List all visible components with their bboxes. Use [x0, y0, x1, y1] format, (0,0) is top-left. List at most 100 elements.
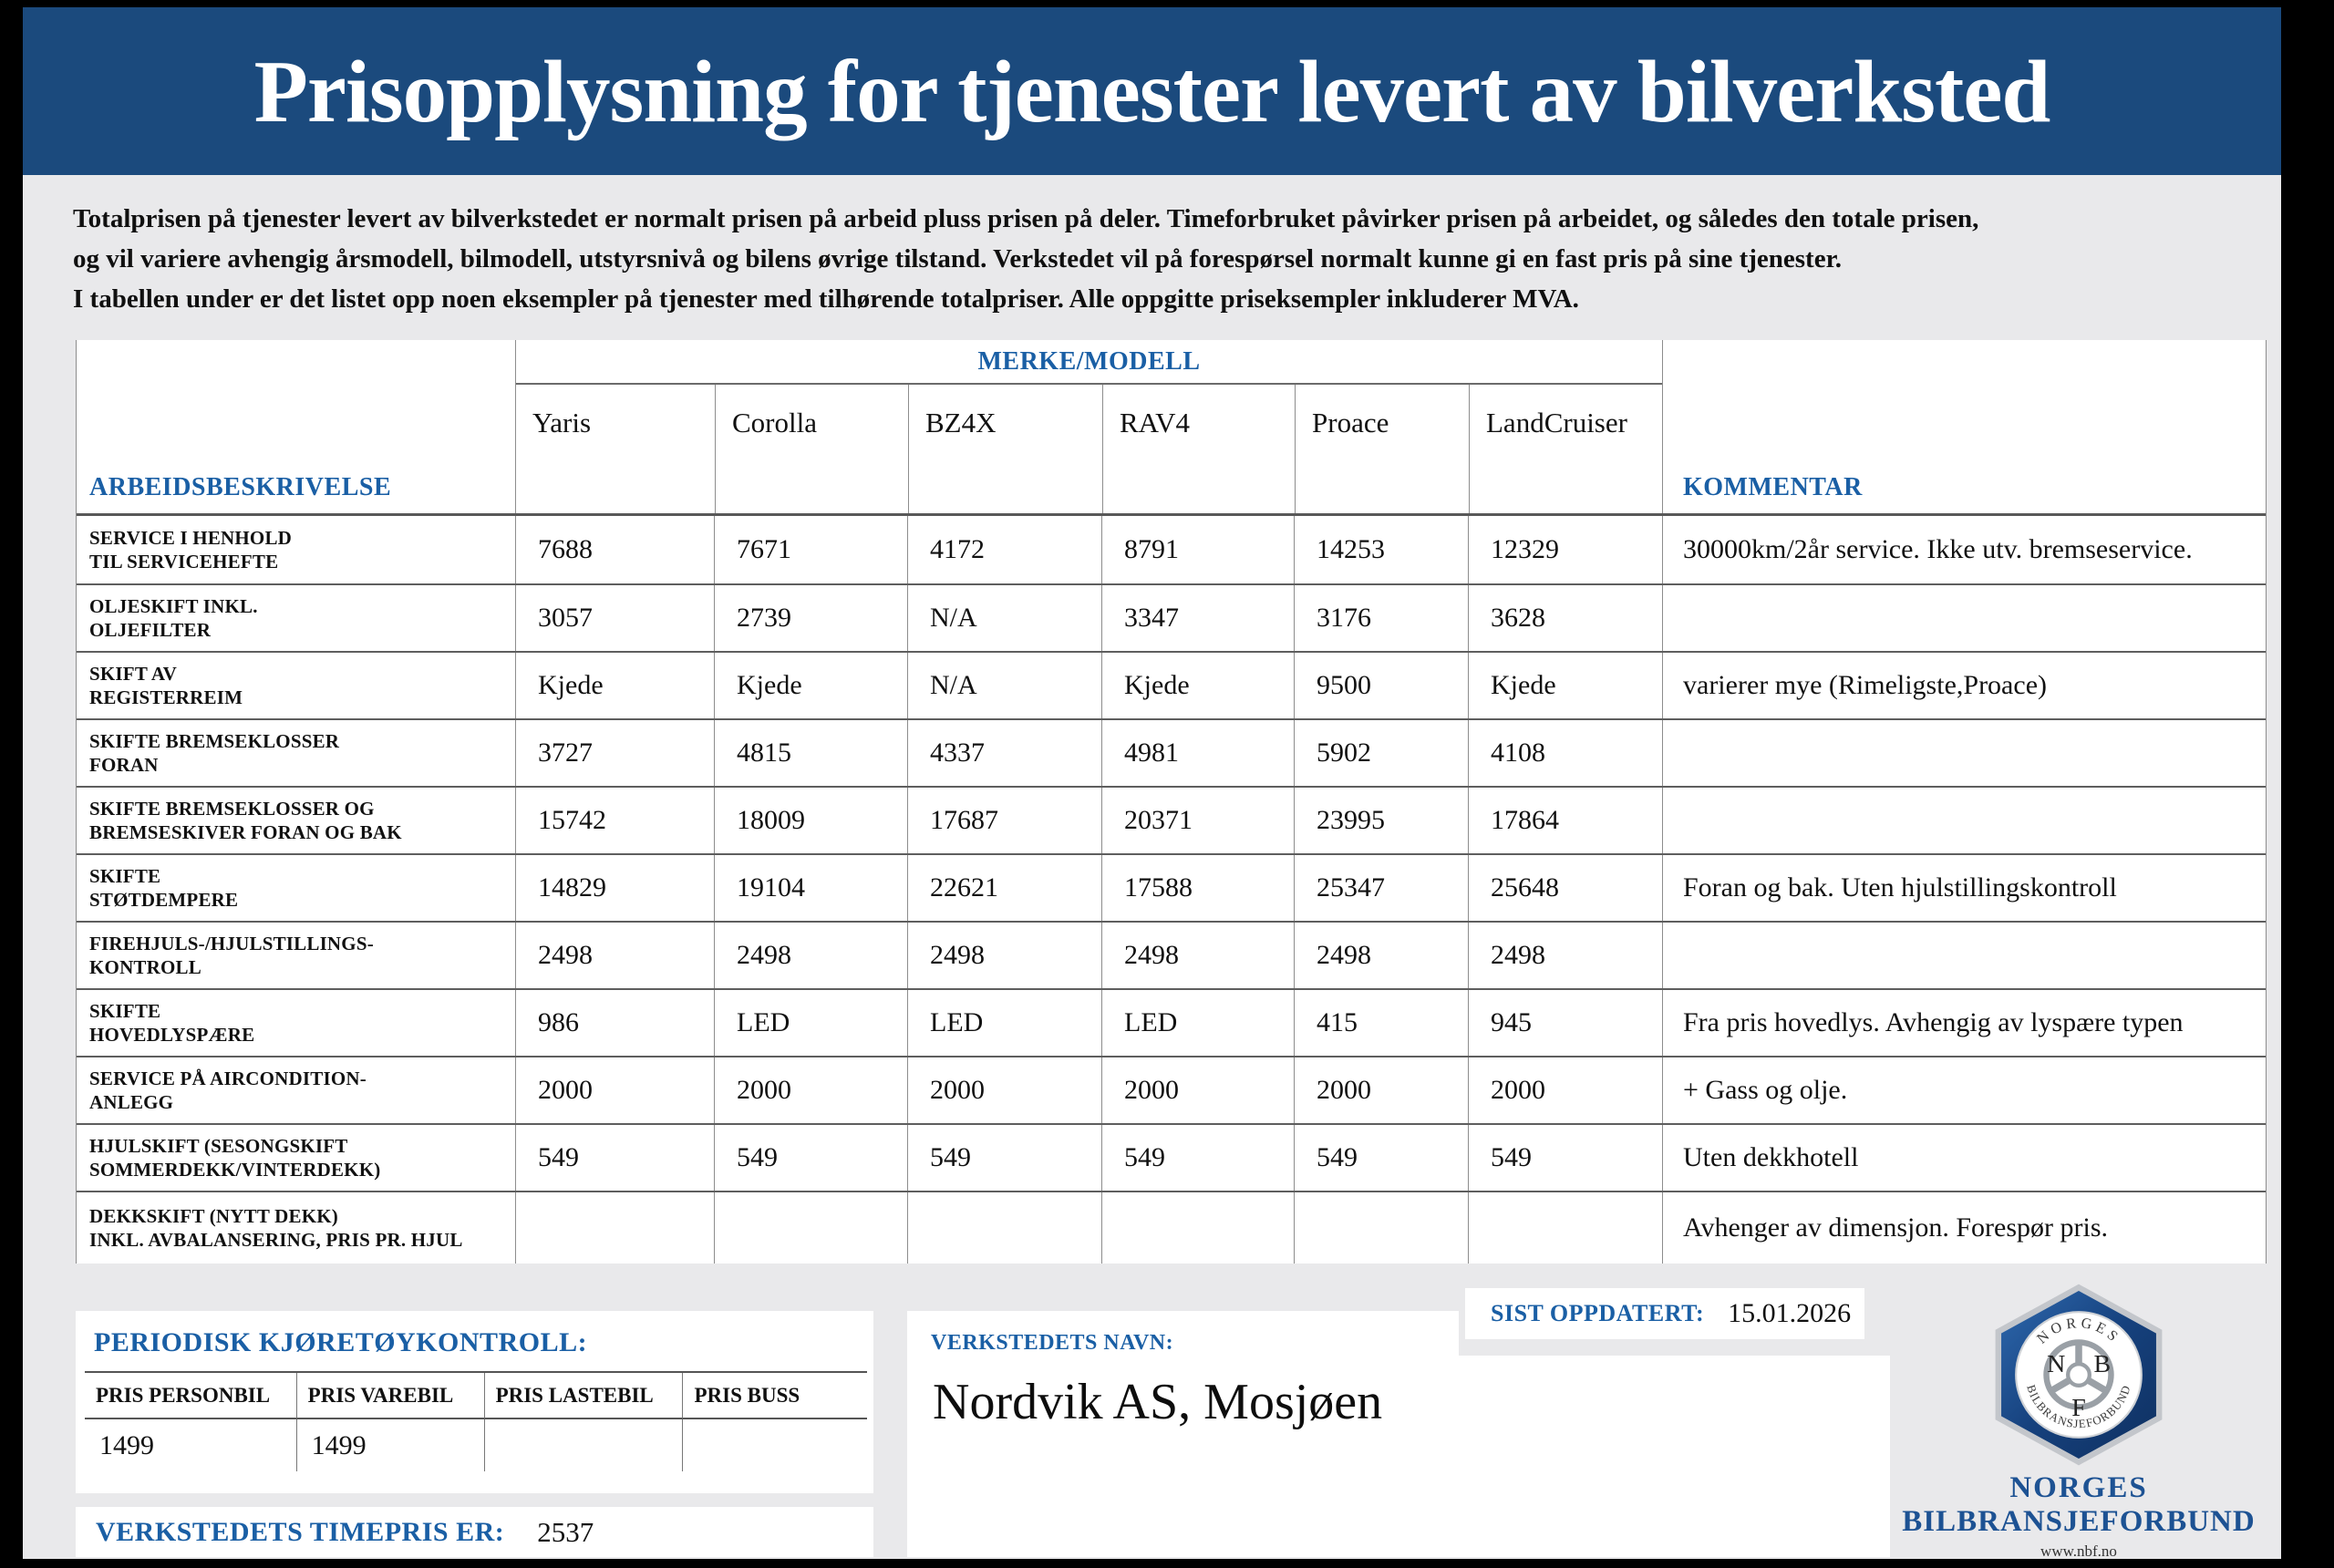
row-label: FIREHJULS-/HJULSTILLINGS- KONTROLL — [77, 923, 515, 988]
row-label-line: SERVICE I HENHOLD — [89, 527, 293, 549]
price-cell: 945 — [1468, 990, 1662, 1056]
model-header: LandCruiser — [1469, 385, 1663, 513]
price-cell: 3727 — [515, 720, 714, 786]
price-cell: 4815 — [714, 720, 907, 786]
table-row: OLJESKIFT INKL. OLJEFILTER 3057 2739 N/A 3347… — [77, 583, 2266, 651]
price-cell: 9500 — [1294, 653, 1468, 718]
price-cell: 549 — [515, 1125, 714, 1191]
hourly-rate-value: 2537 — [537, 1515, 594, 1548]
emblem-letter-n: N — [2047, 1350, 2065, 1378]
price-cell: 2000 — [1468, 1057, 1662, 1123]
comment-cell: Fra pris hovedlys. Avhengig av lyspære t… — [1662, 990, 2267, 1056]
price-cell — [1101, 1192, 1294, 1264]
price-cell: 19104 — [714, 855, 907, 921]
comment-cell: Foran og bak. Uten hjulstillingskontroll — [1662, 855, 2267, 921]
row-label-line: BREMSESKIVER FORAN OG BAK — [89, 821, 402, 843]
price-cell: 549 — [907, 1125, 1101, 1191]
row-label-line: KONTROLL — [89, 956, 201, 978]
row-label: SKIFTE BREMSEKLOSSER OG BREMSESKIVER FORA… — [77, 788, 515, 853]
nbf-emblem-icon: NORGES BILBRANSJEFORBUND N B F — [1995, 1284, 2163, 1466]
price-cell: Kjede — [1468, 653, 1662, 718]
row-label-line: SERVICE PÅ AIRCONDITION- — [89, 1068, 367, 1089]
price-cell: 23995 — [1294, 788, 1468, 853]
table-row: SKIFTE BREMSEKLOSSER OG BREMSESKIVER FORA… — [77, 786, 2266, 853]
comment-cell — [1662, 720, 2267, 786]
row-label-line: OLJEFILTER — [89, 619, 212, 641]
logo-text-bilbransjeforbund: BILBRANSJEFORBUND — [1902, 1505, 2256, 1538]
price-cell: 2498 — [1101, 923, 1294, 988]
price-cell: 7671 — [714, 516, 907, 583]
price-cell: 25648 — [1468, 855, 1662, 921]
page-title: Prisopplysning for tjenester levert av b… — [253, 42, 2051, 140]
arbeidsbeskrivelse-label: ARBEIDSBESKRIVELSE — [89, 473, 392, 501]
price-cell: 17687 — [907, 788, 1101, 853]
price-cell — [1294, 1192, 1468, 1264]
price-cell: 14829 — [515, 855, 714, 921]
price-cell: 2498 — [515, 923, 714, 988]
price-cell: 2498 — [907, 923, 1101, 988]
price-cell: 549 — [1468, 1125, 1662, 1191]
row-label-line: ANLEGG — [89, 1091, 174, 1113]
kommentar-label: KOMMENTAR — [1683, 473, 1863, 501]
column-header-kommentar: KOMMENTAR — [1662, 340, 2267, 513]
hourly-rate-panel: VERKSTEDETS TIMEPRIS ER: 2537 — [76, 1507, 873, 1557]
price-cell: 2739 — [714, 585, 907, 651]
price-cell: 4337 — [907, 720, 1101, 786]
price-cell: 17864 — [1468, 788, 1662, 853]
price-cell: 8791 — [1101, 516, 1294, 583]
price-cell: 4172 — [907, 516, 1101, 583]
price-cell: 549 — [714, 1125, 907, 1191]
price-cell: LED — [907, 990, 1101, 1056]
table-row: SKIFTE STØTDEMPERE 14829 19104 22621 17588 253… — [77, 853, 2266, 921]
table-row: SKIFTE HOVEDLYSPÆRE 986 LED LED LED 415 945 Fra … — [77, 988, 2266, 1056]
table-body: SERVICE I HENHOLD TIL SERVICEHEFTE 7688 767… — [77, 516, 2266, 1264]
price-cell: 2000 — [1101, 1057, 1294, 1123]
emblem-letter-b: B — [2093, 1350, 2111, 1378]
row-label: SERVICE I HENHOLD TIL SERVICEHEFTE — [77, 516, 515, 583]
price-cell: 3347 — [1101, 585, 1294, 651]
row-label-line: OLJESKIFT INKL. — [89, 595, 258, 617]
row-label: OLJESKIFT INKL. OLJEFILTER — [77, 585, 515, 651]
model-header: BZ4X — [908, 385, 1102, 513]
price-cell: 4108 — [1468, 720, 1662, 786]
price-cell: 2000 — [1294, 1057, 1468, 1123]
merke-modell-label: MERKE/MODELL — [516, 340, 1662, 385]
price-cell: 415 — [1294, 990, 1468, 1056]
price-cell: 20371 — [1101, 788, 1294, 853]
price-cell: 17588 — [1101, 855, 1294, 921]
price-cell: 2498 — [714, 923, 907, 988]
column-header-arbeidsbeskrivelse: ARBEIDSBESKRIVELSE — [77, 340, 515, 513]
row-label-line: SKIFTE — [89, 865, 161, 887]
inspection-column-header: PRIS BUSS — [682, 1373, 867, 1419]
price-cell: 14253 — [1294, 516, 1468, 583]
workshop-name-panel: VERKSTEDETS NAVN: Nordvik AS, Mosjøen — [907, 1311, 1890, 1557]
price-cell: 18009 — [714, 788, 907, 853]
row-label-line: SOMMERDEKK/VINTERDEKK) — [89, 1159, 381, 1181]
hourly-rate-label: VERKSTEDETS TIMEPRIS ER: — [96, 1516, 505, 1547]
table-row: FIREHJULS-/HJULSTILLINGS- KONTROLL 2498 249… — [77, 921, 2266, 988]
model-header: RAV4 — [1102, 385, 1295, 513]
row-label: SERVICE PÅ AIRCONDITION- ANLEGG — [77, 1057, 515, 1123]
periodic-inspection-title: PERIODISK KJØRETØYKONTROLL: — [94, 1327, 588, 1357]
price-cell: 549 — [1294, 1125, 1468, 1191]
inspection-column-header: PRIS VAREBIL — [295, 1373, 484, 1419]
price-cell: 7688 — [515, 516, 714, 583]
periodic-inspection-table: PRIS PERSONBIL PRIS VAREBIL PRIS LASTEBIL P… — [85, 1371, 867, 1471]
price-cell: 22621 — [907, 855, 1101, 921]
inspection-price-cell — [483, 1419, 683, 1471]
last-updated-bar: SIST OPPDATERT: 15.01.2026 — [1465, 1288, 1864, 1339]
row-label-line: HOVEDLYSPÆRE — [89, 1024, 255, 1046]
comment-cell — [1662, 923, 2267, 988]
emblem-letter-f: F — [2071, 1394, 2086, 1422]
inspection-column-header: PRIS LASTEBIL — [483, 1373, 683, 1419]
intro-line-2: og vil variere avhengig årsmodell, bilmo… — [73, 244, 1843, 273]
comment-cell: 30000km/2år service. Ikke utv. bremseser… — [1662, 516, 2267, 583]
inspection-column-header: PRIS PERSONBIL — [85, 1373, 296, 1419]
row-label-line: FIREHJULS-/HJULSTILLINGS- — [89, 933, 374, 954]
last-updated-value: 15.01.2026 — [1728, 1298, 1852, 1328]
model-header: Corolla — [715, 385, 908, 513]
row-label: SKIFT AV REGISTERREIM — [77, 653, 515, 718]
comment-cell: Uten dekkhotell — [1662, 1125, 2267, 1191]
price-cell: 5902 — [1294, 720, 1468, 786]
price-cell — [1468, 1192, 1662, 1264]
